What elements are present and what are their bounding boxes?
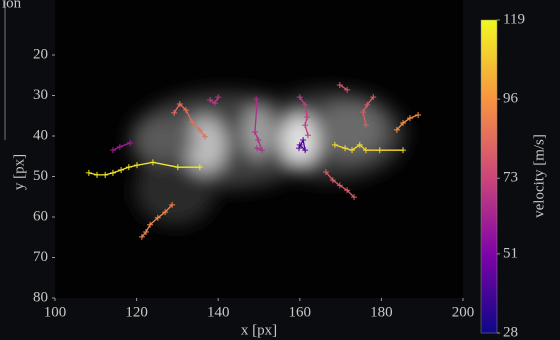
colorbar-tick-label: 119	[503, 11, 525, 27]
colorbar-label: velocity [m/s]	[531, 134, 547, 218]
x-tick-label: 100	[44, 304, 67, 320]
y-tick-label: 80	[33, 289, 48, 305]
y-tick-label: 70	[33, 249, 48, 265]
y-tick-label: 50	[33, 168, 48, 184]
y-tick-label: 20	[33, 46, 48, 62]
x-tick-label: 160	[289, 304, 312, 320]
chart: ion x [px] y [px] velocity [m/s] 100 120 1…	[0, 0, 560, 340]
chart-title: ion	[2, 0, 22, 11]
colorbar-tick-label: 28	[503, 324, 518, 340]
x-tick-label: 180	[370, 304, 393, 320]
y-tick-label: 60	[33, 208, 48, 224]
x-tick-label: 140	[207, 304, 230, 320]
y-tick-label: 30	[33, 87, 48, 103]
x-tick-label: 200	[452, 304, 475, 320]
y-axis-label: y [px]	[11, 154, 27, 190]
x-axis-label: x [px]	[241, 322, 277, 338]
colorbar	[481, 20, 497, 333]
colorbar-tick-label: 73	[503, 170, 518, 186]
y-tick-label: 40	[33, 127, 48, 143]
colorbar-tick-label: 51	[503, 245, 518, 261]
colorbar-tick-label: 96	[503, 91, 519, 107]
x-tick-label: 120	[125, 304, 148, 320]
